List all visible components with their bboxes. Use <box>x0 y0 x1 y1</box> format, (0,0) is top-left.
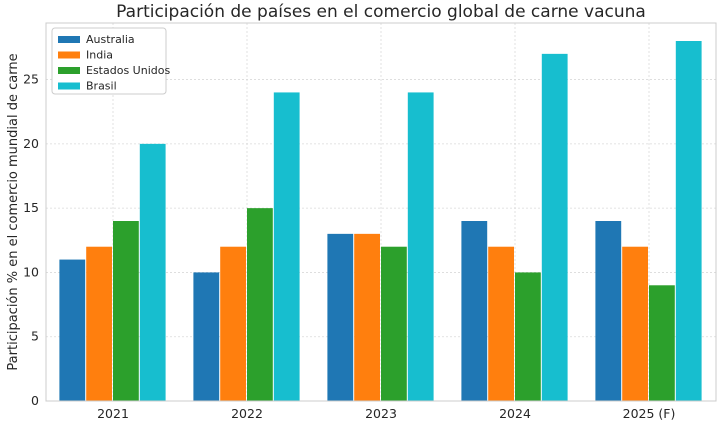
legend-label: Brasil <box>86 80 117 93</box>
plot-frame <box>45 22 717 402</box>
legend-swatch <box>58 67 80 74</box>
bar-estados-unidos-2023 <box>381 246 407 401</box>
x-tick-label: 2024 <box>499 406 531 421</box>
bar-australia-2025F <box>595 221 622 401</box>
x-tick-label: 2021 <box>97 406 129 421</box>
y-tick-label: 5 <box>31 329 39 344</box>
y-tick-label: 0 <box>31 393 39 408</box>
bar-india-2022 <box>220 246 246 401</box>
bar-india-2024 <box>488 246 514 401</box>
bar-estados-unidos-2025F <box>649 285 675 401</box>
bar-brasil-2022 <box>273 92 300 401</box>
tick-labels: 0 5 10 15 20 25 2021 2022 2023 2024 2025 (F) <box>23 72 675 421</box>
x-tick-label: 2025 (F) <box>623 406 676 421</box>
bar-estados-unidos-2022 <box>247 208 273 401</box>
bar-brasil-2023 <box>407 92 434 401</box>
bar-australia-2022 <box>193 272 220 401</box>
bar-india-2025F <box>622 246 648 401</box>
y-tick-label: 25 <box>23 72 39 87</box>
legend-box <box>51 27 167 95</box>
legend-swatch <box>58 82 80 90</box>
bar-brasil-2025F <box>675 41 702 401</box>
bar-india-2021 <box>86 246 112 401</box>
y-tick-label: 20 <box>23 136 39 151</box>
x-tick-label: 2023 <box>365 406 397 421</box>
legend: Australia India Estados Unidos Brasil <box>51 27 170 95</box>
x-tick-label: 2022 <box>231 406 263 421</box>
legend-label: Australia <box>86 33 135 46</box>
bar-australia-2024 <box>461 221 488 401</box>
bar-india-2023 <box>354 233 380 401</box>
legend-swatch <box>58 36 80 43</box>
bar-brasil-2024 <box>541 53 568 401</box>
y-tick-label: 15 <box>23 200 39 215</box>
legend-swatch <box>58 51 80 59</box>
legend-label: India <box>86 49 113 62</box>
bar-estados-unidos-2024 <box>515 272 541 401</box>
bar-australia-2021 <box>59 259 86 401</box>
legend-label: Estados Unidos <box>86 64 170 77</box>
bar-brasil-2021 <box>139 143 166 401</box>
y-axis-label: Participación % en el comercio mundial d… <box>6 53 21 370</box>
chart-title: Participación de países en el comercio g… <box>116 2 646 22</box>
bars <box>59 41 702 401</box>
bar-estados-unidos-2021 <box>113 221 139 401</box>
y-tick-label: 10 <box>23 264 39 279</box>
bar-australia-2023 <box>327 233 354 401</box>
